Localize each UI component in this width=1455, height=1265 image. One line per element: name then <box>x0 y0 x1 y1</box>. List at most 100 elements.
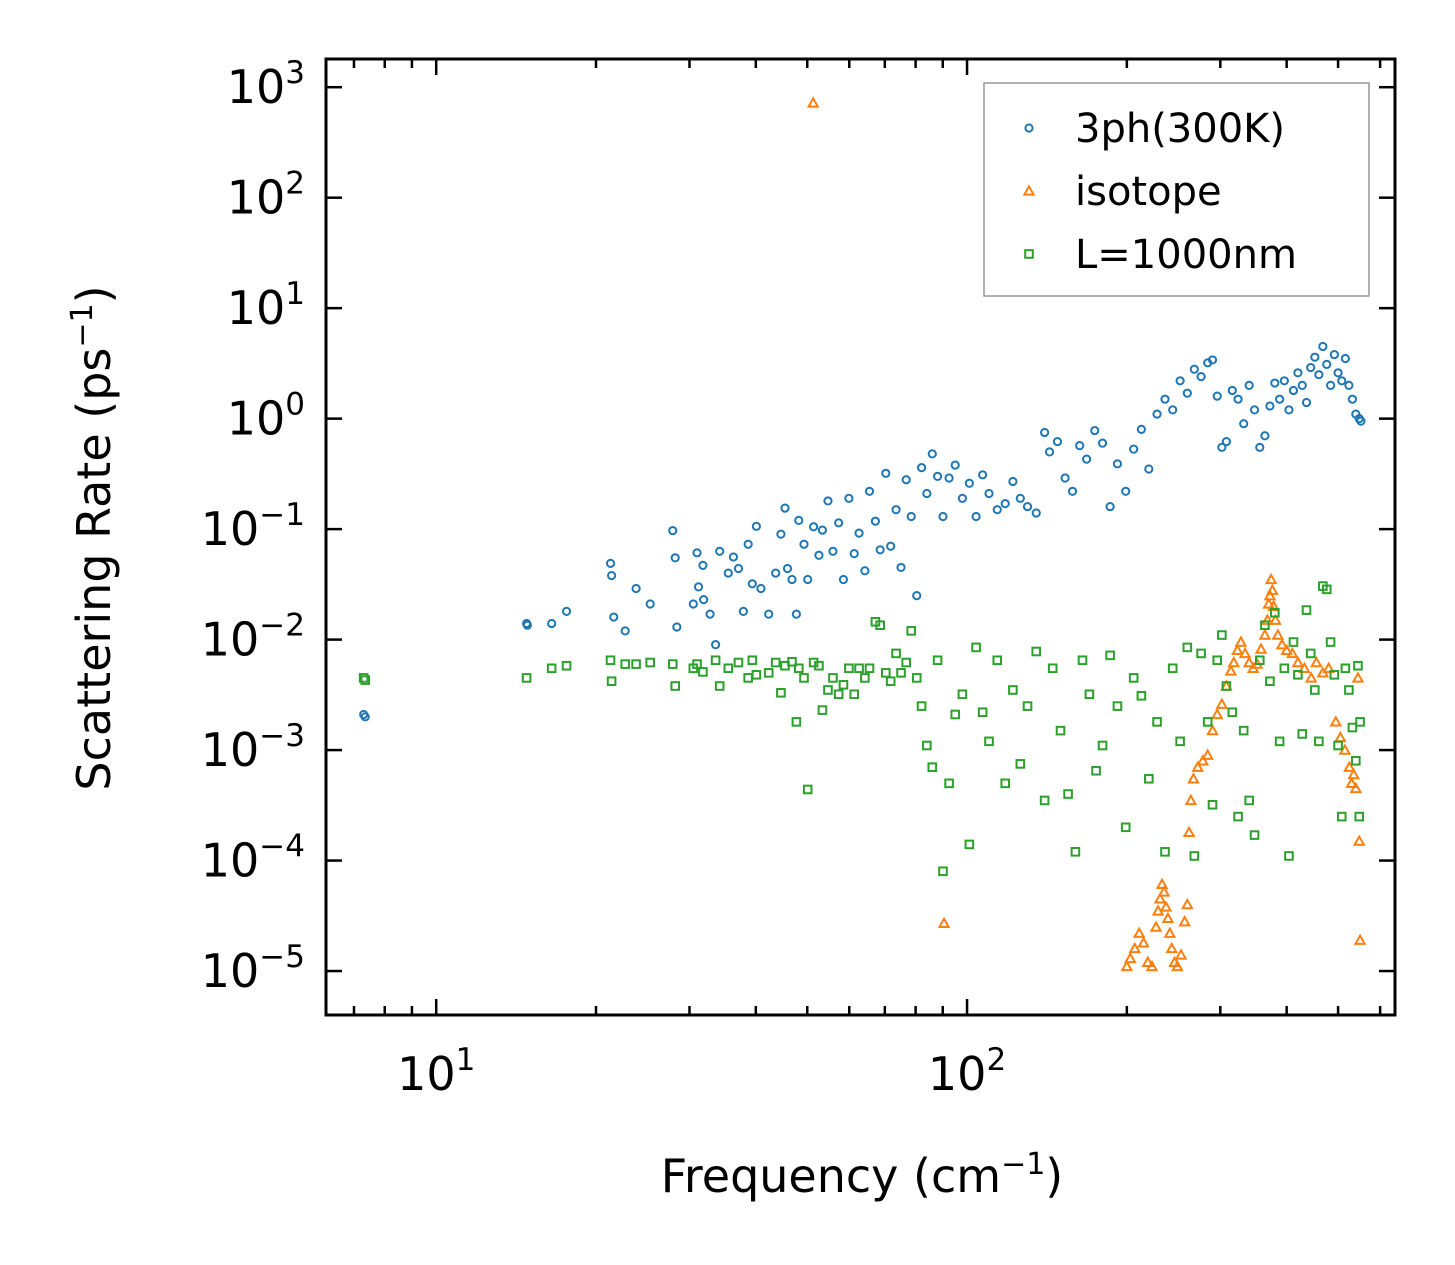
data-point <box>1234 635 1248 647</box>
data-point <box>803 574 813 585</box>
data-point <box>984 736 994 747</box>
data-point <box>1306 362 1316 373</box>
data-point <box>794 515 804 525</box>
data-point <box>670 553 680 563</box>
data-point <box>937 916 951 929</box>
data-point <box>814 660 824 671</box>
data-point <box>1044 447 1055 457</box>
data-point <box>1141 955 1155 967</box>
data-point <box>1340 353 1350 364</box>
data-point <box>828 673 838 683</box>
data-point <box>1000 778 1011 789</box>
data-point <box>1060 473 1070 483</box>
y-tick-label: 10−5 <box>201 939 305 998</box>
data-point <box>891 648 901 659</box>
data-point <box>1255 442 1265 452</box>
data-point <box>631 659 641 669</box>
data-point <box>1075 441 1085 451</box>
data-point <box>957 689 968 700</box>
data-point <box>1227 707 1238 718</box>
data-point <box>932 655 943 666</box>
data-point <box>1077 655 1088 666</box>
data-point <box>911 673 922 683</box>
plot-frame <box>324 57 1397 1017</box>
data-point <box>838 679 849 690</box>
data-point <box>723 568 733 578</box>
data-point <box>891 505 901 515</box>
data-point <box>1031 508 1041 518</box>
data-point <box>806 96 820 108</box>
data-point <box>1310 352 1320 362</box>
data-point <box>733 657 744 668</box>
data-point <box>1022 501 1033 512</box>
data-point <box>1264 572 1278 585</box>
y-tick-label: 10−1 <box>201 497 305 556</box>
data-point <box>1333 740 1343 751</box>
data-point <box>1121 486 1131 496</box>
data-point <box>1210 707 1224 720</box>
data-point <box>1160 847 1170 857</box>
data-point <box>1318 341 1328 352</box>
data-point <box>971 511 981 522</box>
data-point <box>1201 748 1214 760</box>
data-point <box>906 626 917 636</box>
data-point <box>1279 376 1289 386</box>
data-point <box>938 866 948 877</box>
x-axis-label: Frequency (cm−1) <box>661 1147 1064 1203</box>
data-point <box>1182 825 1196 838</box>
data-point <box>358 673 369 683</box>
data-point <box>1168 405 1178 415</box>
data-point <box>1275 394 1285 404</box>
data-point <box>1039 795 1050 806</box>
data-point <box>1022 701 1033 711</box>
data-point <box>912 591 922 601</box>
data-point <box>799 539 809 549</box>
data-point <box>1187 772 1200 784</box>
data-point <box>1297 729 1308 739</box>
data-point <box>1314 736 1324 747</box>
data-point <box>1207 799 1218 810</box>
data-point <box>864 486 875 496</box>
data-point <box>1336 811 1347 822</box>
data-point <box>1353 933 1367 945</box>
data-point <box>1279 663 1290 674</box>
data-point <box>992 505 1002 515</box>
data-point <box>828 546 838 556</box>
data-point <box>1265 676 1275 687</box>
data-point <box>1344 380 1354 390</box>
x-tick-label: 102 <box>928 1042 1006 1101</box>
data-point <box>1227 655 1241 668</box>
data-point <box>1149 920 1163 932</box>
data-point <box>1333 368 1343 378</box>
data-point <box>849 549 859 559</box>
data-point <box>860 566 870 576</box>
data-point <box>1206 723 1219 736</box>
data-point <box>561 606 572 616</box>
data-point <box>1262 597 1275 609</box>
data-point <box>1345 776 1358 789</box>
data-point <box>1196 754 1210 766</box>
data-point <box>1047 663 1058 674</box>
data-point <box>992 655 1003 666</box>
data-point <box>1238 725 1249 736</box>
data-point <box>1157 885 1171 897</box>
y-tick-label: 10−2 <box>201 608 305 667</box>
legend-marker-circle <box>1024 123 1034 133</box>
data-point <box>1084 689 1095 700</box>
data-point <box>1015 759 1026 769</box>
data-point <box>932 471 943 482</box>
data-point <box>1120 959 1134 972</box>
data-point <box>817 525 828 535</box>
data-point <box>814 550 824 560</box>
data-point <box>1329 715 1343 727</box>
data-point <box>770 657 781 668</box>
data-point <box>360 712 370 722</box>
data-point <box>1182 642 1193 653</box>
data-point <box>1112 459 1123 469</box>
data-point <box>605 655 616 666</box>
data-point <box>1351 671 1365 683</box>
data-point <box>546 663 557 674</box>
axis-ticks <box>326 59 1395 1015</box>
data-point <box>1325 637 1336 647</box>
data-point <box>1128 673 1139 683</box>
